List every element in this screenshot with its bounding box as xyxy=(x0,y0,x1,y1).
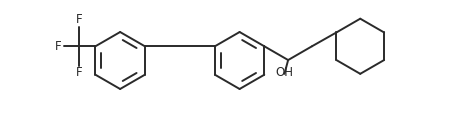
Text: F: F xyxy=(55,40,62,53)
Text: OH: OH xyxy=(275,66,293,79)
Text: F: F xyxy=(76,66,82,79)
Text: F: F xyxy=(76,13,82,26)
